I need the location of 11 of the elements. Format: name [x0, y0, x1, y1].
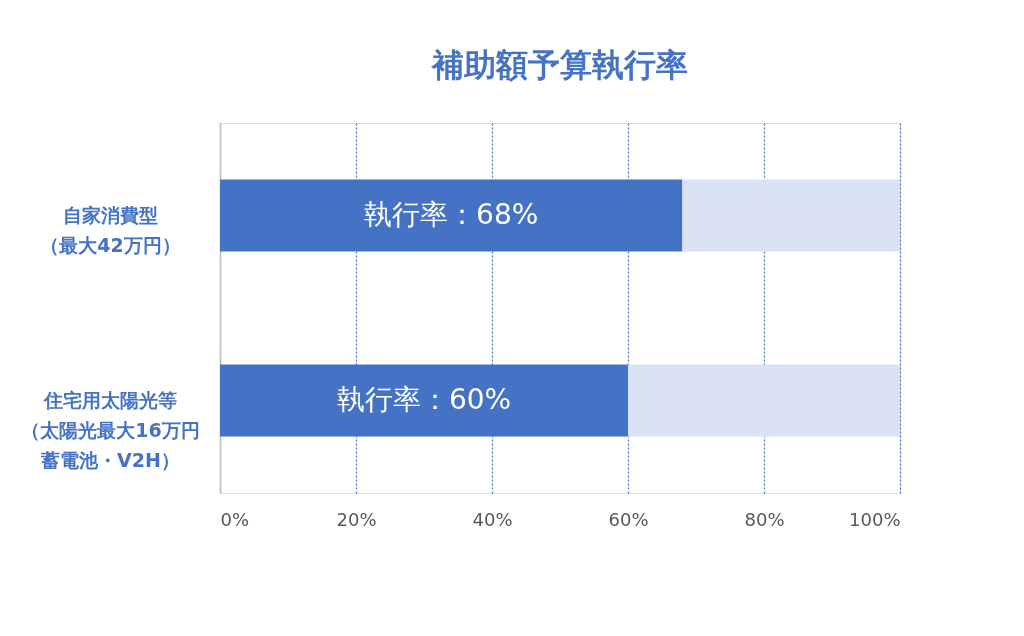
x-tick-label: 40% [472, 508, 513, 530]
y-tick-label: 自家消費型（最大42万円） [40, 203, 181, 256]
x-tick-label: 80% [744, 508, 785, 530]
chart-title: 補助額予算執行率 [430, 46, 688, 84]
data-label: 執行率：60% [336, 382, 512, 416]
x-tick-label: 20% [336, 508, 377, 530]
data-label: 執行率：68% [364, 197, 539, 231]
x-tick-label: 60% [608, 508, 649, 530]
y-tick-label: 住宅用太陽光等（太陽光最大16万円蓄電池・V2H） [21, 388, 200, 471]
x-tick-label: 0% [220, 508, 250, 530]
x-tick-label: 100% [849, 508, 901, 530]
